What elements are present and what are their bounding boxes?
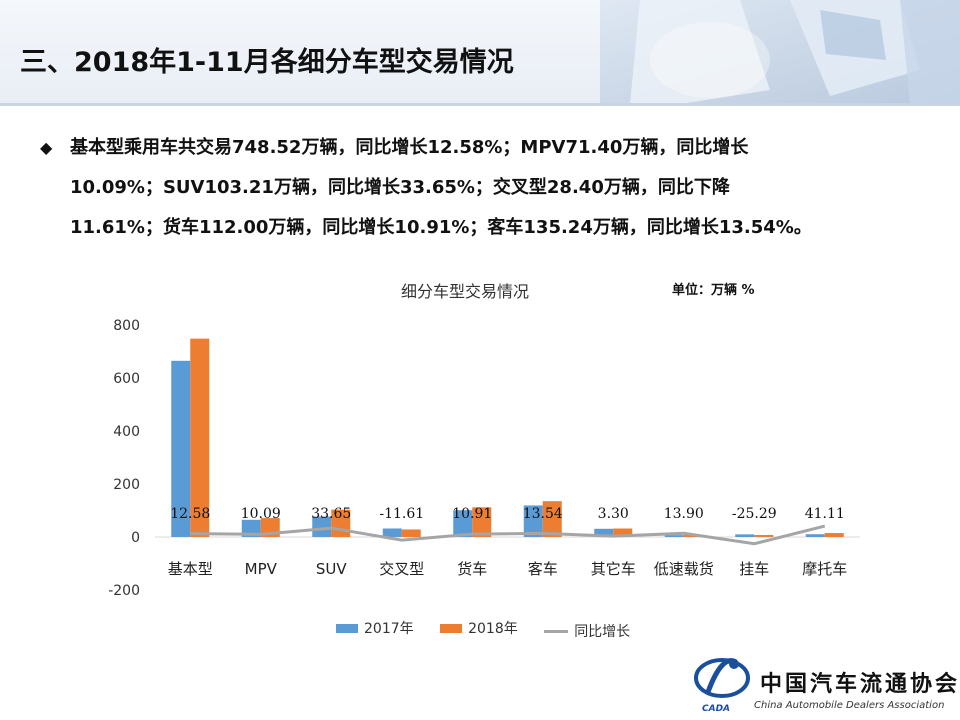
cada-emblem-icon	[694, 658, 750, 698]
growth-label-8: -25.29	[732, 506, 777, 522]
bar-2018-3	[401, 529, 421, 537]
growth-label-5: 13.54	[523, 506, 563, 522]
growth-label-7: 13.90	[664, 506, 704, 522]
title-divider	[0, 103, 960, 106]
bar-2017-5	[523, 505, 543, 537]
y-tick-label-3: 200	[113, 477, 140, 493]
category-label-0: 基本型	[168, 560, 213, 578]
category-label-2: SUV	[316, 560, 348, 578]
y-tick-label-1: 600	[113, 371, 140, 387]
growth-line	[190, 524, 826, 546]
growth-label-9: 41.11	[805, 506, 845, 522]
y-tick-label-4: 0	[131, 530, 140, 546]
growth-label-1: 10.09	[241, 506, 281, 522]
header-band: 三、2018年1-11月各细分车型交易情况	[0, 0, 960, 104]
logo-subtitle: China Automobile Dealers Association	[754, 700, 945, 711]
header-decoration	[600, 0, 960, 104]
bar-2018-8	[754, 535, 774, 537]
chart-unit: 单位：万辆 %	[672, 283, 755, 298]
bar-2018-9	[824, 533, 844, 537]
bar-2017-9	[805, 534, 825, 537]
bar-line-chart: 800 600 400 200 0 -200 12.58 10.09 33.65 -11.61 10…	[108, 318, 860, 599]
bar-2017-7	[664, 535, 684, 537]
category-label-6: 其它车	[591, 560, 636, 578]
category-label-3: 交叉型	[379, 560, 424, 578]
growth-label-6: 3.30	[598, 506, 629, 522]
chart-legend: 2017年 2018年 同比增长	[336, 618, 652, 641]
legend-2018: 2018年	[440, 618, 518, 638]
y-tick-label-2: 400	[113, 424, 140, 440]
legend-growth-label: 同比增长	[574, 624, 631, 640]
page-title: 三、2018年1-11月各细分车型交易情况	[20, 47, 514, 78]
bar-2017-0	[171, 360, 191, 537]
bar-2018-4	[472, 507, 492, 537]
legend-growth: 同比增长	[544, 621, 630, 641]
logo-name: 中国汽车流通协会	[760, 671, 960, 697]
bar-2017-2	[312, 516, 332, 537]
growth-label-0: 12.58	[170, 506, 210, 522]
legend-2018-swatch	[440, 623, 463, 633]
bar-2018-6	[613, 528, 633, 537]
summary-text: ◆ 基本型乘用车共交易748.52万辆，同比增长12.58%；MPV71.40万辆…	[40, 128, 920, 248]
summary-line-1-text: 基本型乘用车共交易748.52万辆，同比增长12.58%；MPV71.40万辆，…	[70, 137, 749, 158]
bar-2017-3	[382, 528, 402, 537]
summary-line-3: 11.61%；货车112.00万辆，同比增长10.91%；客车135.24万辆，…	[70, 217, 812, 238]
legend-2018-label: 2018年	[468, 621, 518, 637]
bar-2018-0	[190, 338, 210, 537]
legend-2017-label: 2017年	[364, 621, 414, 637]
chart-title: 细分车型交易情况	[401, 282, 530, 301]
category-label-7: 低速载货	[654, 560, 714, 578]
legend-2017-swatch	[336, 623, 358, 633]
bar-2017-8	[735, 534, 755, 537]
growth-label-4: 10.91	[452, 506, 492, 522]
y-tick-label-0: 800	[113, 318, 140, 334]
category-label-5: 客车	[528, 560, 558, 578]
logo-abbr: CADA	[702, 704, 731, 714]
legend-2017: 2017年	[336, 618, 414, 638]
category-label-4: 货车	[457, 560, 487, 578]
legend-growth-swatch	[544, 629, 569, 633]
summary-line-2: 10.09%；SUV103.21万辆，同比增长33.65%；交叉型28.40万辆…	[70, 177, 730, 198]
category-label-1: MPV	[245, 560, 278, 578]
cada-logo: CADA 中国汽车流通协会 China Automobile Dealers A…	[690, 648, 960, 720]
category-label-9: 摩托车	[802, 560, 847, 578]
growth-label-3: -11.61	[379, 506, 424, 522]
growth-label-2: 33.65	[311, 506, 351, 522]
bar-2017-6	[594, 528, 614, 537]
y-tick-label-5: -200	[108, 583, 140, 599]
diamond-bullet-icon: ◆	[40, 138, 53, 157]
category-label-8: 挂车	[739, 560, 769, 578]
bar-2018-5	[542, 501, 562, 537]
bar-2017-4	[453, 510, 473, 537]
summary-line-1: ◆ 基本型乘用车共交易748.52万辆，同比增长12.58%；MPV71.40万辆…	[40, 128, 920, 168]
